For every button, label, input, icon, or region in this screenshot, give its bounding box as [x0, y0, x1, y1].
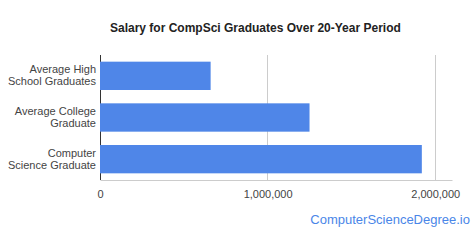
- y-tick-label-line: Average College: [15, 105, 96, 117]
- y-tick-label: Average CollegeGraduate: [15, 105, 96, 129]
- x-axis: 0 1,000,000 2,000,000: [97, 180, 460, 200]
- x-tick-label: 1,000,000: [244, 188, 293, 200]
- bars: [100, 62, 422, 174]
- x-axis-line: [101, 180, 453, 181]
- bar: [100, 62, 211, 90]
- y-tick-label-line: Science Graduate: [8, 159, 96, 171]
- y-tick-label-line: Computer: [48, 147, 97, 159]
- y-tick: ComputerScience Graduate: [8, 147, 100, 171]
- y-tick: Average CollegeGraduate: [15, 105, 100, 129]
- chart: Salary for CompSci Graduates Over 20-Yea…: [0, 0, 476, 238]
- y-tick-label: Average HighSchool Graduates: [8, 63, 97, 87]
- y-tick-label: ComputerScience Graduate: [8, 147, 96, 171]
- grid-line: [435, 55, 436, 180]
- x-tick-label: 2,000,000: [411, 188, 460, 200]
- x-tick: 2,000,000: [411, 180, 460, 200]
- x-tick: 1,000,000: [244, 180, 293, 200]
- plot: 0 1,000,000 2,000,000 Average HighSchool Gr…: [8, 55, 460, 200]
- y-tick-label-line: Average High: [30, 63, 96, 75]
- annotation: ComputerScienceDegree.io: [310, 212, 470, 227]
- grid: [100, 55, 435, 180]
- bar: [100, 145, 422, 173]
- x-tick: 0: [97, 180, 103, 200]
- y-tick-label-line: Graduate: [50, 117, 96, 129]
- title: Salary for CompSci Graduates Over 20-Yea…: [110, 21, 401, 35]
- x-tick-label: 0: [97, 188, 103, 200]
- y-tick-label-line: School Graduates: [8, 75, 97, 87]
- y-tick: Average HighSchool Graduates: [8, 63, 100, 87]
- y-axis: Average HighSchool Graduates Average Coll…: [8, 63, 100, 170]
- bar: [100, 103, 310, 131]
